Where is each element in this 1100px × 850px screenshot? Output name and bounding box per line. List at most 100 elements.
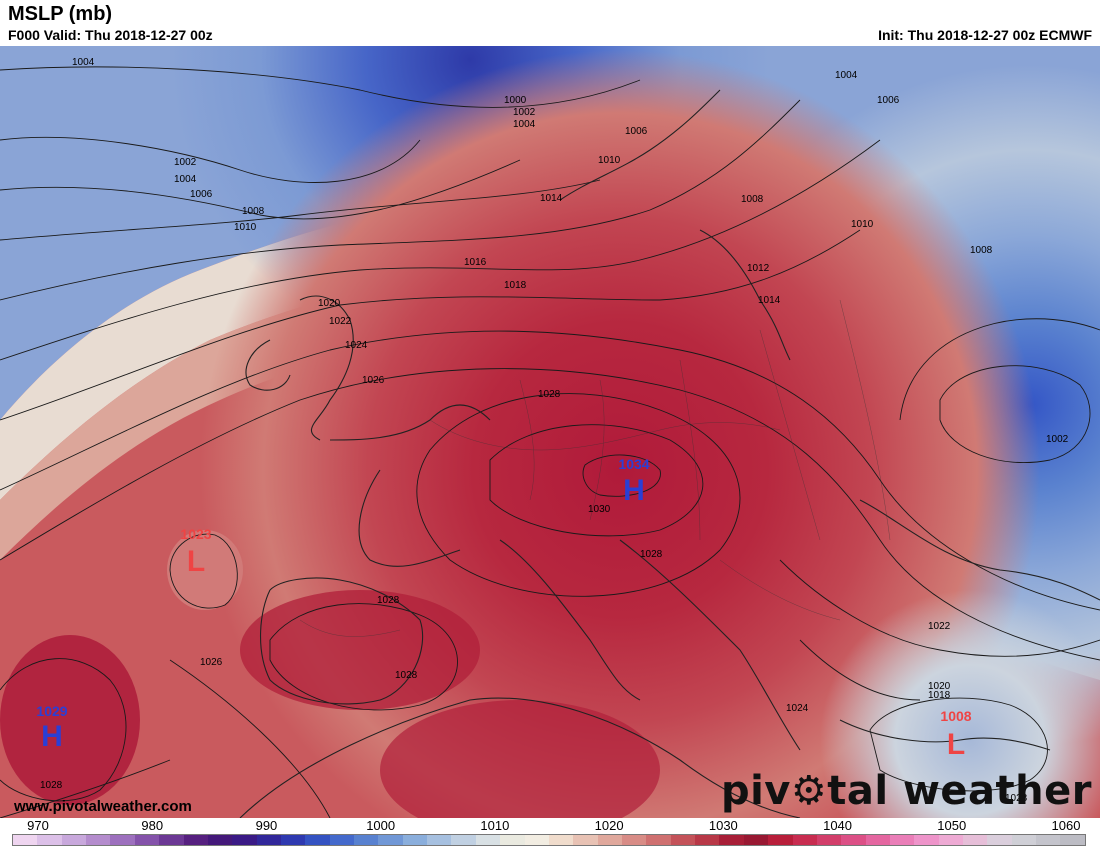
logo-text-left: piv (720, 768, 791, 814)
colorbar-swatch (963, 835, 988, 845)
colorbar-swatch (621, 835, 647, 845)
isobar-label: 1010 (851, 219, 874, 230)
colorbar-swatch (256, 835, 281, 845)
colorbar-swatch (402, 835, 428, 845)
colorbar-swatch (938, 835, 964, 845)
pressure-systems: 1034 H 1023 L 1029 H 1008 L (36, 456, 971, 761)
colorbar-tick-label: 970 (27, 818, 49, 833)
isobar-label: 1014 (540, 193, 563, 204)
isobar-label: 1010 (598, 155, 621, 166)
isobar-label: 1002 (1046, 434, 1069, 445)
colorbar-swatch (914, 835, 939, 845)
map-header: MSLP (mb) F000 Valid: Thu 2018-12-27 00z… (0, 0, 1100, 46)
isobar-label: 1002 (513, 107, 536, 118)
isobar-labels: 1004 1000 1002 1004 1004 1006 1002 1004 … (40, 57, 1069, 804)
isobar-label: 1028 (377, 595, 400, 606)
colorbar-swatch (378, 835, 403, 845)
isobar-label: 1028 (1005, 793, 1028, 804)
isobar-label: 1004 (72, 57, 95, 68)
colorbar-tick-label: 990 (255, 818, 278, 833)
colorbar-swatch (524, 835, 549, 845)
isobar-label: 1024 (345, 340, 368, 351)
isobar-label: 1000 (504, 95, 527, 106)
colorbar-swatch (134, 835, 160, 845)
low-value: 1023 (180, 526, 211, 542)
colorbar-swatch (37, 835, 62, 845)
isobar-label: 1012 (747, 263, 770, 274)
colorbar-tick-label: 980 (141, 818, 164, 833)
isobar-label: 1008 (970, 245, 993, 256)
colorbar-swatch (500, 835, 525, 845)
isobar-label: 1018 (928, 690, 951, 701)
low-letter: L (187, 545, 205, 578)
colorbar-swatch (110, 835, 135, 845)
isobar-label: 1020 (318, 298, 341, 309)
isobar-label: 1028 (395, 670, 418, 681)
isobar-label: 1022 (329, 316, 352, 327)
colorbar-swatch (1060, 835, 1085, 845)
high-value: 1029 (36, 703, 67, 719)
colorbar-swatch (1036, 835, 1061, 845)
high-value: 1034 (618, 456, 649, 472)
colorbar-swatch (573, 835, 598, 845)
colorbar-swatch (792, 835, 817, 845)
colorbar-swatch (743, 835, 769, 845)
pressure-colorbar (12, 834, 1086, 846)
isobar-label: 1014 (758, 295, 781, 306)
colorbar-swatch (475, 835, 501, 845)
isobar-label: 1022 (928, 621, 951, 632)
isobar-label: 1004 (174, 174, 197, 185)
isobar-label: 1004 (513, 119, 536, 130)
colorbar-swatch (232, 835, 257, 845)
colorbar-tick-label: 1060 (1051, 818, 1081, 833)
isobar-label: 1006 (190, 189, 213, 200)
isobar-label: 1006 (625, 126, 648, 137)
isobar-label: 1020 (928, 681, 951, 692)
isobar-label: 1024 (786, 703, 809, 714)
low-value: 1008 (940, 708, 971, 724)
colorbar-ticks: 970 980 990 1000 1010 1020 1030 1040 1050 1060 (0, 818, 1100, 834)
colorbar-swatch (329, 835, 355, 845)
isobar-label: 1030 (588, 504, 611, 515)
colorbar-swatch (889, 835, 915, 845)
colorbar-swatch (597, 835, 622, 845)
isobar-label: 1004 (835, 70, 858, 81)
valid-time: F000 Valid: Thu 2018-12-27 00z (8, 27, 213, 43)
pivotal-weather-logo: piv⚙tal weather (721, 768, 1092, 814)
borders (299, 299, 891, 637)
high-letter: H (623, 474, 645, 507)
colorbar-swatch (646, 835, 671, 845)
isobar-label: 1028 (640, 549, 663, 560)
se-low-shade (0, 46, 1100, 818)
colorbar-swatch (207, 835, 233, 845)
colorbar-swatch (987, 835, 1012, 845)
init-time: Init: Thu 2018-12-27 00z ECMWF (878, 27, 1092, 43)
low-letter: L (947, 728, 965, 761)
isobar-label: 1018 (504, 280, 527, 291)
isobar-label: 1008 (741, 194, 764, 205)
colorbar-tick-label: 1050 (937, 818, 967, 833)
isobar-label: 1006 (877, 95, 900, 106)
colorbar-swatch (451, 835, 476, 845)
colorbar-swatch (548, 835, 574, 845)
colorbar-swatch (768, 835, 793, 845)
site-url: www.pivotalweather.com (14, 798, 192, 815)
isobar-label: 1002 (174, 157, 197, 168)
colorbar-tick-label: 1000 (366, 818, 396, 833)
isobars (0, 66, 1100, 818)
colorbar-tick-label: 1040 (823, 818, 853, 833)
colorbar-swatch (865, 835, 890, 845)
isobar-label: 1026 (362, 375, 385, 386)
isobar-label: 1016 (464, 257, 487, 268)
map-title: MSLP (mb) (8, 3, 113, 25)
isobar-label: 1028 (40, 780, 63, 791)
colorbar-tick-label: 1020 (594, 818, 624, 833)
colorbar-swatch (1011, 835, 1037, 845)
colorbar-tick-label: 1010 (480, 818, 510, 833)
isobar-label: 1026 (200, 657, 223, 668)
mslp-map-svg: 1004 1000 1002 1004 1004 1006 1002 1004 … (0, 46, 1100, 818)
isobar-label: 1008 (242, 206, 265, 217)
colorbar-swatch (61, 835, 87, 845)
colorbar-swatch (841, 835, 866, 845)
